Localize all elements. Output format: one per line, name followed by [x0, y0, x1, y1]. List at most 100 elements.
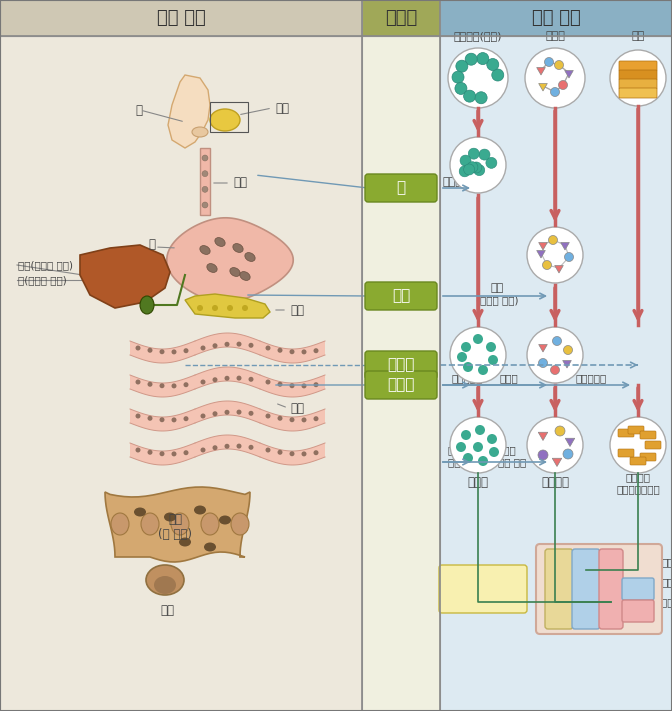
Circle shape [564, 252, 573, 262]
Text: 소화액: 소화액 [385, 9, 417, 27]
Circle shape [202, 202, 208, 208]
Circle shape [456, 442, 466, 452]
Circle shape [550, 365, 560, 375]
Text: 암죽관: 암죽관 [661, 577, 672, 587]
Circle shape [460, 155, 471, 166]
Circle shape [212, 378, 218, 383]
Circle shape [610, 50, 666, 106]
Bar [0, 36, 362, 711]
Ellipse shape [231, 513, 249, 535]
FancyBboxPatch shape [619, 88, 657, 98]
Circle shape [302, 417, 306, 422]
Text: 단백질
소화 효소: 단백질 소화 효소 [498, 445, 526, 467]
Circle shape [478, 456, 488, 466]
Circle shape [538, 358, 548, 368]
Circle shape [450, 417, 506, 473]
Ellipse shape [134, 508, 146, 516]
Ellipse shape [154, 576, 176, 594]
Ellipse shape [111, 513, 129, 535]
Circle shape [224, 342, 230, 347]
Ellipse shape [204, 542, 216, 552]
Text: 모세 혈관: 모세 혈관 [661, 597, 672, 607]
Circle shape [554, 60, 564, 70]
Circle shape [489, 447, 499, 457]
Circle shape [527, 327, 583, 383]
Circle shape [610, 417, 666, 473]
Text: 탄수화물(녹말): 탄수화물(녹말) [454, 31, 502, 41]
Circle shape [278, 382, 282, 387]
Text: 쓸개(쓸개즙 저장): 쓸개(쓸개즙 저장) [18, 260, 73, 270]
Circle shape [224, 444, 230, 449]
Circle shape [147, 450, 153, 455]
Text: 위액: 위액 [392, 289, 410, 304]
Circle shape [212, 445, 218, 450]
Circle shape [555, 426, 565, 436]
Text: 포도당: 포도당 [468, 476, 489, 489]
Circle shape [171, 417, 177, 422]
FancyBboxPatch shape [439, 565, 527, 613]
FancyBboxPatch shape [630, 457, 646, 465]
Text: 소화 과정: 소화 과정 [532, 9, 581, 27]
Ellipse shape [194, 506, 206, 515]
Circle shape [468, 148, 479, 159]
Text: 소화 기관: 소화 기관 [157, 9, 206, 27]
Circle shape [147, 348, 153, 353]
Ellipse shape [210, 109, 240, 131]
Circle shape [290, 349, 294, 354]
Text: 아밀레이스: 아밀레이스 [452, 373, 483, 383]
FancyBboxPatch shape [619, 79, 657, 89]
Circle shape [525, 48, 585, 108]
Text: 흡수: 흡수 [476, 591, 490, 601]
Circle shape [487, 58, 499, 70]
FancyBboxPatch shape [365, 282, 437, 310]
Ellipse shape [219, 515, 231, 525]
FancyBboxPatch shape [618, 429, 634, 437]
Circle shape [212, 411, 218, 416]
Circle shape [464, 164, 474, 175]
Circle shape [450, 327, 506, 383]
Text: 침샘: 침샘 [275, 102, 289, 114]
Circle shape [200, 414, 206, 419]
Circle shape [249, 445, 253, 450]
Polygon shape [168, 75, 210, 148]
Circle shape [278, 416, 282, 421]
Circle shape [473, 334, 483, 344]
Circle shape [200, 447, 206, 452]
Circle shape [486, 157, 497, 169]
Circle shape [242, 305, 248, 311]
Text: 아밀레이스: 아밀레이스 [442, 177, 476, 187]
Circle shape [237, 410, 241, 415]
Ellipse shape [192, 127, 208, 137]
Polygon shape [185, 294, 270, 318]
Circle shape [265, 414, 271, 419]
FancyBboxPatch shape [640, 453, 656, 461]
Bar [440, 36, 672, 711]
Circle shape [237, 375, 241, 380]
Ellipse shape [240, 272, 250, 280]
Circle shape [488, 355, 498, 365]
Text: 식도: 식도 [233, 176, 247, 190]
Circle shape [538, 450, 548, 460]
Circle shape [159, 349, 165, 354]
Circle shape [550, 87, 560, 97]
Circle shape [265, 380, 271, 385]
Text: 위: 위 [148, 238, 155, 252]
Ellipse shape [207, 264, 217, 272]
Bar [362, 0, 440, 36]
Circle shape [476, 53, 489, 65]
Ellipse shape [230, 267, 240, 277]
Circle shape [542, 260, 552, 269]
Circle shape [464, 90, 476, 102]
Circle shape [302, 349, 306, 354]
Circle shape [448, 48, 508, 108]
Circle shape [302, 451, 306, 456]
Text: 입: 입 [135, 104, 142, 117]
FancyBboxPatch shape [628, 426, 644, 434]
Circle shape [265, 447, 271, 452]
FancyBboxPatch shape [545, 549, 573, 629]
FancyBboxPatch shape [640, 431, 656, 439]
Circle shape [463, 362, 473, 372]
Circle shape [487, 434, 497, 444]
Circle shape [290, 383, 294, 388]
Ellipse shape [245, 252, 255, 262]
